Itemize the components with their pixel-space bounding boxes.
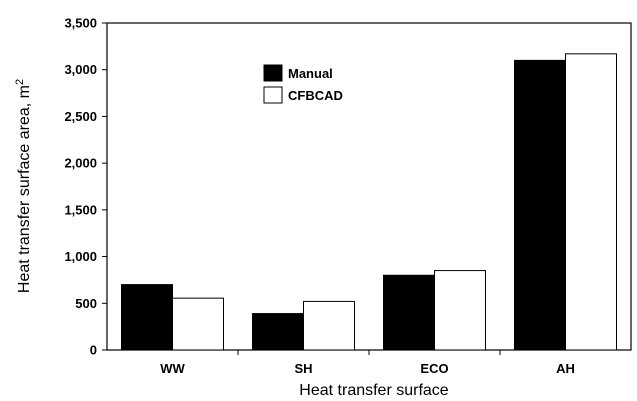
y-tick-label: 3,000 <box>64 62 97 77</box>
y-ticks: 0 500 1,000 1,500 2,000 2,500 3,000 3,500 <box>64 16 107 358</box>
y-tick-label: 3,500 <box>64 16 97 31</box>
bar-manual-ww <box>121 284 173 351</box>
bar-cfbcad-ww <box>172 297 224 351</box>
legend-swatch-manual <box>263 64 283 82</box>
y-tick-label: 0 <box>90 343 97 358</box>
bar-cfbcad-sh <box>303 300 355 351</box>
x-ticks: WW SH ECO AH <box>160 350 575 376</box>
legend-swatch-cfbcad <box>263 86 283 104</box>
x-tick-label: AH <box>556 361 575 376</box>
legend-label-manual: Manual <box>288 66 333 81</box>
legend-label-cfbcad: CFBCAD <box>288 88 343 103</box>
y-tick-label: 1,000 <box>64 249 97 264</box>
y-tick-label: 2,500 <box>64 109 97 124</box>
y-tick-label: 1,500 <box>64 202 97 217</box>
x-axis-title: Heat transfer surface <box>299 382 449 399</box>
y-axis-title-superscript: 2 <box>14 79 26 85</box>
y-axis-title: Heat transfer surface area, m2 <box>14 79 33 293</box>
x-tick-label: SH <box>294 361 312 376</box>
bars <box>121 53 617 351</box>
y-tick-label: 2,000 <box>64 156 97 171</box>
x-tick-label: ECO <box>420 361 448 376</box>
bar-manual-sh <box>252 313 304 351</box>
bar-manual-ah <box>514 59 566 351</box>
y-tick-label: 500 <box>75 296 97 311</box>
bar-cfbcad-ah <box>565 53 617 351</box>
bar-cfbcad-eco <box>434 270 486 351</box>
bar-manual-eco <box>383 274 435 351</box>
y-axis-title-text: Heat transfer surface area, m <box>16 85 33 293</box>
x-tick-label: WW <box>160 361 185 376</box>
legend: Manual CFBCAD <box>263 64 343 104</box>
